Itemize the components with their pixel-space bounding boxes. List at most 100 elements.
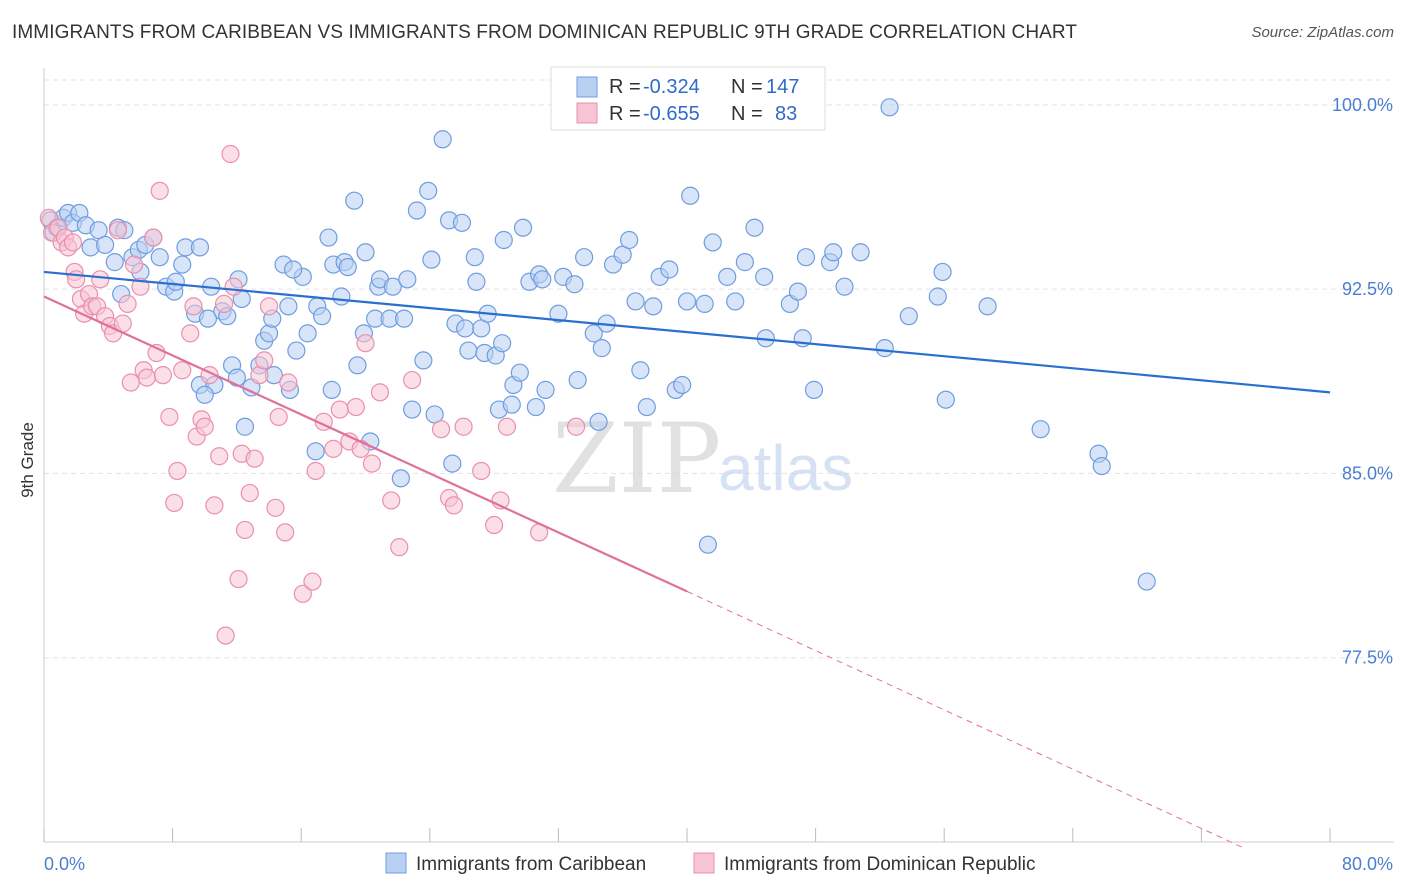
dominican-point xyxy=(330,400,349,419)
caribbean-point xyxy=(677,292,697,311)
series-legend-label-caribbean: Immigrants from Caribbean xyxy=(416,854,646,875)
dominican-point xyxy=(497,417,517,436)
dominican-point xyxy=(566,417,586,436)
caribbean-point xyxy=(644,297,663,316)
dominican-point xyxy=(255,351,274,370)
dominican-point xyxy=(444,496,464,515)
caribbean-point xyxy=(513,218,533,237)
caribbean-point xyxy=(493,334,512,353)
dominican-point xyxy=(91,270,110,289)
dominican-point xyxy=(472,461,491,481)
caribbean-point xyxy=(755,267,774,286)
legend-r-label-1: R = xyxy=(609,76,641,98)
trend-line-caribbean xyxy=(43,270,1331,394)
caribbean-point xyxy=(788,282,808,301)
dominican-point xyxy=(173,361,192,380)
caribbean-point xyxy=(533,270,552,289)
caribbean-point xyxy=(465,248,484,267)
caribbean-point xyxy=(626,292,645,311)
caribbean-point xyxy=(433,130,452,149)
legend-r-value-1: -0.324 xyxy=(643,76,700,98)
caribbean-point xyxy=(422,250,441,269)
dominican-point xyxy=(153,366,173,385)
caribbean-point xyxy=(235,417,255,436)
caribbean-point xyxy=(166,272,185,291)
dominican-point xyxy=(235,520,255,540)
dominican-point xyxy=(390,538,409,557)
y-tick-label: 92.5% xyxy=(1342,279,1393,299)
dominican-point xyxy=(184,297,203,316)
caribbean-point xyxy=(681,186,700,205)
caribbean-point xyxy=(1092,456,1111,476)
caribbean-point xyxy=(851,243,870,262)
caribbean-point xyxy=(279,297,298,316)
caribbean-point xyxy=(510,363,529,382)
series-legend-swatch-caribbean xyxy=(385,852,407,874)
series-legend-label-dominican: Immigrants from Dominican Republic xyxy=(724,854,1036,875)
dominican-point xyxy=(454,417,473,436)
caribbean-point xyxy=(306,442,325,461)
caribbean-point xyxy=(875,339,894,358)
dominican-point xyxy=(144,228,163,247)
y-tick-label: 85.0% xyxy=(1342,463,1393,483)
caribbean-point xyxy=(287,341,306,360)
correlation-legend: R = -0.324 N = 147 R = -0.655 N = 83 xyxy=(550,66,826,131)
caribbean-point xyxy=(631,361,650,380)
trend-line-dominican xyxy=(43,295,688,593)
dominican-point xyxy=(181,324,200,343)
caribbean-point xyxy=(978,297,997,316)
caribbean-point xyxy=(899,307,918,326)
caribbean-point xyxy=(928,287,947,306)
dominican-point xyxy=(121,373,140,392)
caribbean-point xyxy=(695,294,714,313)
caribbean-point xyxy=(284,260,303,279)
caribbean-point xyxy=(398,270,417,289)
dominican-point xyxy=(160,407,179,427)
caribbean-point xyxy=(195,385,214,404)
caribbean-point xyxy=(190,238,210,257)
dominican-point xyxy=(382,491,401,510)
caribbean-point xyxy=(443,454,462,473)
caribbean-point xyxy=(322,380,341,399)
trend-lines xyxy=(43,270,1331,848)
y-tick-label: 100.0% xyxy=(1332,95,1393,115)
caribbean-point xyxy=(584,324,603,343)
caribbean-point xyxy=(804,380,824,399)
dominican-point xyxy=(259,297,279,316)
y-tick-label: 77.5% xyxy=(1342,648,1393,668)
dominican-point xyxy=(108,221,128,240)
caribbean-point xyxy=(173,255,192,274)
caribbean-point xyxy=(383,277,402,296)
caribbean-point xyxy=(227,368,246,387)
chart-title: IMMIGRANTS FROM CARIBBEAN VS IMMIGRANTS … xyxy=(12,22,1078,43)
caribbean-point xyxy=(494,230,513,250)
caribbean-point xyxy=(880,98,899,117)
caribbean-point xyxy=(735,253,754,272)
chart-source: Source: ZipAtlas.com xyxy=(1251,24,1394,41)
x-tick-label-min: 0.0% xyxy=(44,854,85,874)
dominican-point xyxy=(224,277,243,296)
caribbean-point xyxy=(1137,572,1156,591)
dominican-point xyxy=(324,439,343,458)
dominican-point xyxy=(150,181,169,200)
caribbean-point xyxy=(345,191,364,210)
dominican-point xyxy=(118,294,137,313)
caribbean-point xyxy=(298,324,317,343)
caribbean-point xyxy=(456,319,475,338)
dominican-point xyxy=(431,420,451,439)
dominican-point xyxy=(306,461,325,481)
caribbean-point xyxy=(348,356,367,375)
dominican-point xyxy=(346,397,365,417)
caribbean-point xyxy=(526,397,545,417)
dominican-point xyxy=(279,373,298,392)
dominican-point xyxy=(303,572,322,591)
legend-r-label-2: R = xyxy=(609,103,641,125)
caribbean-point xyxy=(105,253,124,272)
caribbean-point xyxy=(319,228,338,247)
dominican-point xyxy=(124,255,144,274)
caribbean-point xyxy=(467,272,486,291)
caribbean-point xyxy=(835,277,854,296)
dominican-point xyxy=(168,461,187,481)
caribbean-point xyxy=(673,375,692,395)
legend-r-value-2: -0.655 xyxy=(643,103,700,125)
